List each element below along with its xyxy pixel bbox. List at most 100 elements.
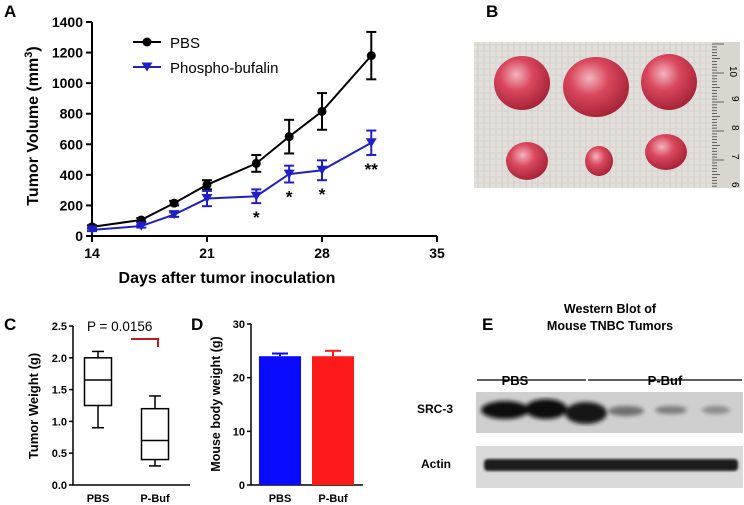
actin-bands [484,459,738,471]
y-tick-label: 2.5 [52,321,67,333]
y-tick-label: 200 [60,197,84,213]
x-tick-label: P-Buf [318,493,348,505]
y-tick-label: 1.5 [52,385,67,397]
row-label-src3: SRC-3 [417,402,453,416]
data-point [251,158,261,168]
tumor-pbs-3 [641,54,697,110]
ruler-mark: 9 [729,96,740,102]
x-tick-label: 28 [314,245,330,261]
series-line [91,54,373,228]
ruler-ticks [712,43,724,187]
significance-bracket [131,338,159,347]
data-point [135,221,147,231]
tumor-photograph: 10 9 8 7 6 [474,42,740,188]
x-tick-label: PBS [87,493,110,505]
data-point [284,132,294,142]
y-tick-label: 0 [75,228,83,244]
ruler-mark: 10 [727,66,738,78]
x-tick-label: P-Buf [140,493,170,505]
data-point [366,51,376,61]
tumor-pbuf-3 [645,134,687,170]
panel-label-d: D [191,315,203,334]
data-point [202,180,212,190]
band [484,459,738,471]
axis-ticks: 0.0 0.5 1.0 1.5 2.0 2.5 [52,321,190,492]
title-line-2: Mouse TNBC Tumors [546,319,674,333]
y-tick-label: 30 [233,319,245,331]
y-tick-label: 2.0 [52,353,67,365]
tumor-pbuf-2 [585,146,613,176]
bar [259,356,301,485]
ruler-mark: 7 [729,154,740,160]
y-tick-label: 600 [60,136,84,152]
series-line [91,141,372,231]
tumor-pbs-1 [494,56,550,110]
band [655,406,687,414]
box [83,357,113,407]
data-point [365,138,377,148]
legend-phospho-label: Phospho-bufalin [170,60,278,77]
data-point [86,225,98,235]
western-blot: PBS P-Buf SRC-3 Actin [417,373,743,488]
boxes: PBS P-Buf [83,350,170,505]
y-axis-label: Mouse body weight (g) [209,336,223,471]
x-tick-label: 14 [84,245,100,261]
y-tick-label: 1400 [52,14,83,30]
y-axis-label: Tumor Weight (g) [26,353,41,459]
src3-bands [481,399,730,424]
legend-pbs-label: PBS [170,35,200,52]
data-point [169,198,179,208]
x-axis-label: Days after tumor inoculation [119,270,336,287]
p-value-annotation: P = 0.0156 [87,319,152,334]
y-tick-label: 0.0 [52,480,67,492]
significance-marker: * [319,185,326,204]
band [608,406,644,416]
ruler-mark: 6 [729,182,740,188]
data-point [201,194,213,204]
ruler-numbers: 10 9 8 7 6 [727,66,740,188]
significance-annotations: ** *** [253,160,378,227]
band [565,402,607,424]
panel-label-b: B [486,2,498,21]
y-tick-label: 20 [233,373,245,385]
y-tick-label: 0 [239,480,245,492]
western-blot-title: Western Blot of Mouse TNBC Tumors [520,301,700,335]
x-tick-label: 35 [429,245,445,261]
tumor-pbs-2 [563,57,629,117]
significance-marker: * [286,188,293,207]
legend-phospho-marker [141,62,153,72]
row-label-actin: Actin [421,457,451,471]
y-tick-label: 1200 [52,45,83,61]
ruler [712,42,740,188]
significance-marker: * [253,208,260,227]
y-tick-label: 800 [60,106,84,122]
y-tick-label: 1000 [52,75,83,91]
band [481,401,529,419]
series-group [86,30,377,235]
tumor-pbuf-1 [506,142,548,180]
x-tick-label: PBS [269,493,292,505]
y-tick-label: 10 [233,426,245,438]
body-weight-bar-chart: Mouse body weight (g) 0 10 20 30 PBS P-Buf [209,319,363,505]
bar [312,356,354,485]
y-axis-label: Tumor Volume (mm3) [23,46,42,205]
box [140,407,170,461]
data-point [283,169,295,179]
band [702,406,730,414]
x-tick-label: 21 [199,245,215,261]
data-point [317,106,327,116]
panel-label-a: A [4,2,16,21]
band [525,399,567,419]
data-point [168,210,180,220]
tumor-weight-box-plot: Tumor Weight (g) 0.00.51.01.52.02.5 PBS P… [26,319,190,505]
axis-ticks: 0 200 400 600 800 1000 1200 1400 14 21 28 35 [52,14,445,261]
title-line-1: Western Blot of [563,302,657,316]
ruler-mark: 8 [729,125,740,131]
legend-pbs-marker [142,37,152,47]
bars: PBS P-Buf [259,349,354,505]
legend: PBS Phospho-bufalin [133,35,278,77]
panel-label-c: C [4,315,16,334]
y-tick-label: 1.0 [52,416,67,428]
data-point [250,191,262,201]
